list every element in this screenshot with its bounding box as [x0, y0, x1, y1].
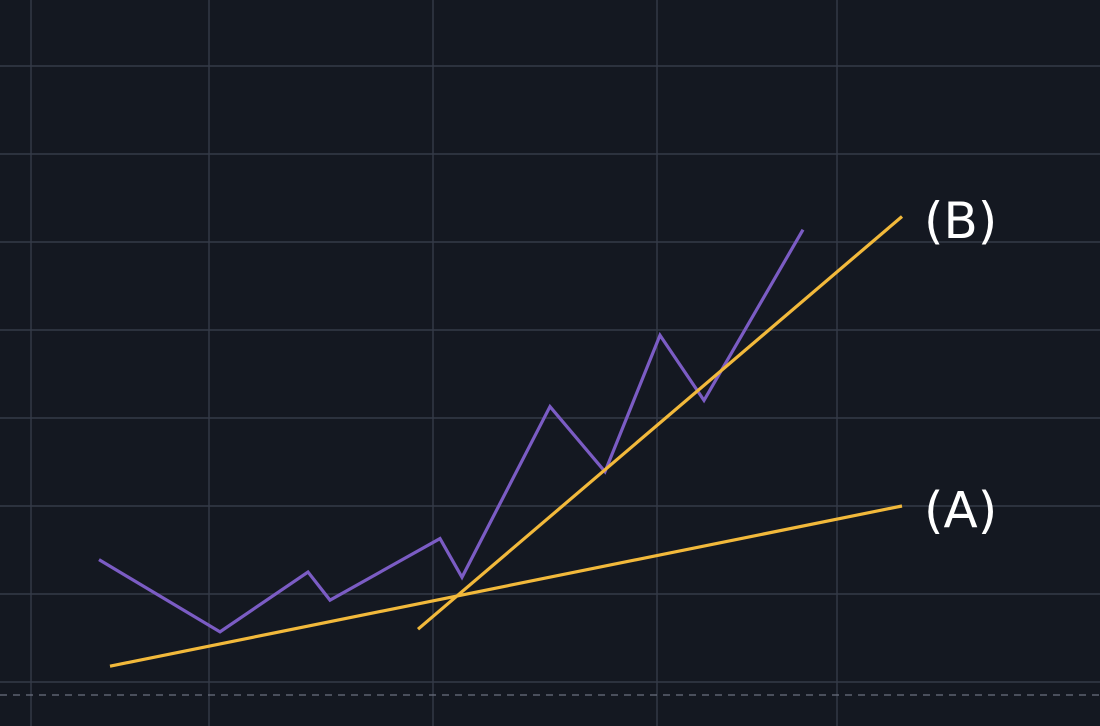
- trendline-layer: (A) (B): [109, 192, 997, 668]
- trendline-label-a: (A): [924, 482, 997, 540]
- trendline-a: [109, 504, 903, 668]
- series-layer: [98, 228, 805, 634]
- price-series-line: [98, 228, 805, 634]
- trendline-label-b: (B): [924, 192, 997, 250]
- trendline-b: [416, 215, 904, 631]
